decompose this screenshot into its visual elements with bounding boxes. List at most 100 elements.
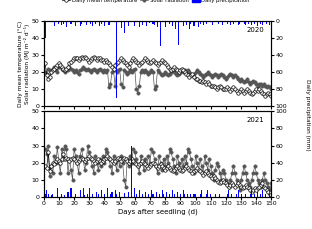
Bar	[177, 192, 178, 197]
Bar	[116, 194, 117, 197]
Bar	[186, 21, 187, 25]
Bar	[120, 21, 122, 28]
Bar	[230, 21, 231, 25]
Bar	[116, 21, 117, 98]
Bar	[237, 190, 239, 197]
Bar	[109, 21, 110, 25]
Bar	[269, 194, 271, 197]
Bar	[193, 21, 195, 26]
Bar	[75, 21, 76, 26]
Bar	[101, 190, 102, 197]
Bar	[245, 194, 246, 197]
Bar	[124, 193, 125, 197]
Bar	[101, 21, 102, 24]
Bar	[169, 21, 170, 24]
Bar	[83, 188, 84, 197]
Bar	[237, 21, 239, 25]
Bar	[251, 190, 252, 197]
Y-axis label: Daily mean temperature (°C)
Solar radiation (MJ m⁻² d⁻¹): Daily mean temperature (°C) Solar radiat…	[17, 20, 30, 106]
Bar	[219, 194, 220, 197]
Bar	[233, 21, 234, 24]
Bar	[104, 194, 105, 197]
Bar	[51, 195, 52, 197]
Bar	[92, 21, 93, 26]
Bar	[54, 21, 55, 26]
Bar	[163, 194, 164, 197]
Bar	[84, 195, 85, 197]
Bar	[245, 21, 246, 25]
Bar	[155, 192, 157, 197]
Bar	[45, 194, 46, 197]
Bar	[193, 194, 195, 197]
Bar	[61, 21, 62, 25]
Bar	[48, 194, 49, 197]
Bar	[212, 21, 213, 25]
Bar	[262, 21, 263, 25]
Bar	[104, 21, 105, 26]
Text: 2021: 2021	[247, 117, 265, 123]
Bar	[269, 21, 271, 25]
Bar	[190, 21, 192, 24]
Bar	[128, 21, 129, 26]
Bar	[178, 21, 179, 45]
Bar	[180, 194, 181, 197]
Bar	[89, 188, 90, 197]
Bar	[157, 21, 158, 27]
Bar	[228, 190, 229, 197]
Bar	[257, 21, 258, 26]
Bar	[172, 190, 173, 197]
Bar	[227, 21, 228, 24]
Bar	[58, 21, 59, 24]
Bar	[201, 190, 202, 197]
Bar	[172, 21, 173, 26]
Bar	[254, 194, 255, 197]
Bar	[119, 192, 120, 197]
Bar	[200, 194, 201, 197]
Bar	[190, 194, 192, 197]
Bar	[139, 190, 140, 197]
Bar	[265, 194, 266, 197]
Bar	[52, 194, 53, 197]
Bar	[266, 21, 267, 24]
Bar	[222, 21, 223, 25]
Bar	[63, 21, 64, 24]
Bar	[107, 188, 108, 197]
Bar	[198, 21, 199, 27]
Bar	[64, 195, 66, 197]
Bar	[262, 190, 263, 197]
Bar	[154, 21, 155, 25]
Bar	[218, 21, 219, 24]
Bar	[166, 192, 167, 197]
Bar	[153, 194, 154, 197]
Bar	[99, 21, 100, 26]
Bar	[124, 21, 125, 33]
Bar	[250, 194, 251, 197]
Bar	[248, 21, 249, 24]
Bar	[86, 21, 87, 25]
Bar	[174, 194, 175, 197]
Bar	[136, 194, 137, 197]
Bar	[207, 190, 208, 197]
Bar	[75, 194, 76, 197]
Legend: Daily mean temperature, Solar radiation, Daily precipitation: Daily mean temperature, Solar radiation,…	[60, 0, 252, 5]
Bar	[202, 21, 204, 25]
Bar	[227, 194, 228, 197]
Bar	[257, 192, 258, 197]
Bar	[57, 188, 58, 197]
Bar	[206, 21, 207, 24]
Bar	[139, 21, 140, 27]
Bar	[153, 21, 154, 24]
Text: 2020: 2020	[247, 27, 265, 33]
Bar	[87, 194, 88, 197]
Bar	[183, 21, 184, 26]
Bar	[244, 21, 245, 24]
Bar	[162, 190, 163, 197]
Bar	[95, 21, 96, 24]
Text: Daily precipitation (mm): Daily precipitation (mm)	[305, 79, 310, 150]
Bar	[90, 21, 91, 24]
Bar	[251, 21, 252, 25]
Bar	[175, 21, 176, 29]
Bar	[61, 194, 62, 197]
Bar	[254, 21, 255, 24]
Bar	[45, 21, 46, 38]
